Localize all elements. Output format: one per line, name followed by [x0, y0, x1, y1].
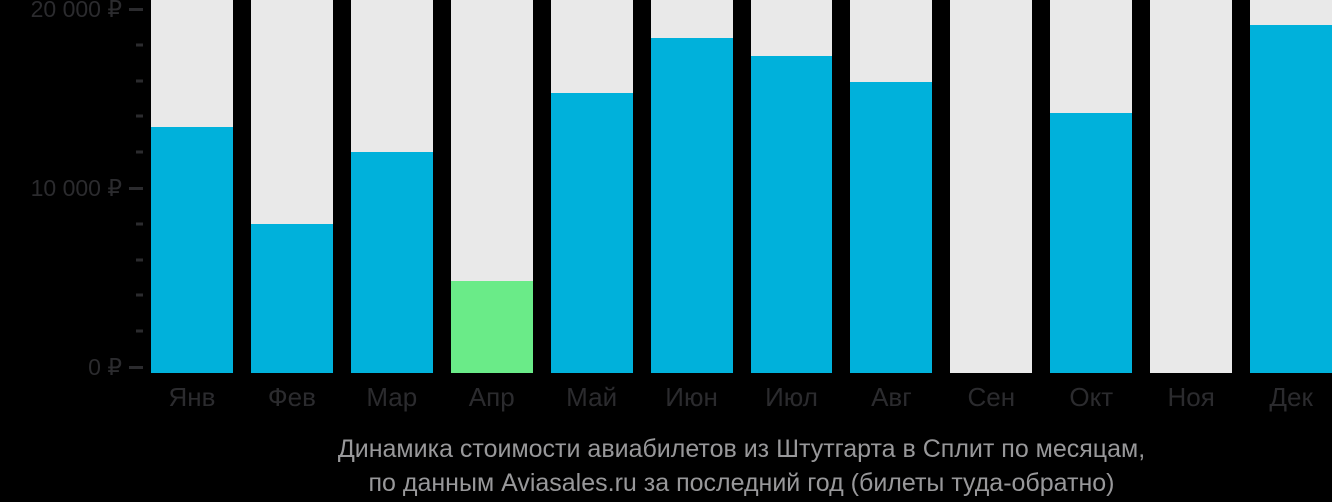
bar-column — [350, 0, 433, 373]
price-bar-highlighted[interactable] — [450, 281, 533, 373]
y-minor-tick-mark — [136, 222, 143, 226]
x-axis-label-jul: Июл — [765, 382, 818, 412]
x-axis-label-aug: Авг — [871, 382, 912, 412]
x-axis: Янв Фев Мар Апр Май Июн Июл Авг Сен Окт … — [151, 382, 1332, 412]
chart-subtitle: по данным Aviasales.ru за последний год … — [368, 469, 1115, 497]
bar-column — [1050, 0, 1133, 373]
y-axis: 20 000 ₽ 10 000 ₽ 0 ₽ — [0, 0, 151, 380]
y-minor-tick-mark — [136, 293, 143, 297]
bar-column — [850, 0, 933, 373]
x-axis-label-dec: Дек — [1269, 382, 1313, 412]
y-minor-tick-mark — [136, 114, 143, 118]
y-tick-20000: 20 000 ₽ — [31, 0, 143, 22]
x-axis-label-jan: Янв — [168, 382, 216, 412]
bar-column — [151, 0, 233, 373]
y-tick-label: 10 000 ₽ — [30, 175, 122, 201]
y-minor-tick-mark — [136, 79, 143, 83]
bar-column — [1250, 0, 1332, 373]
price-bar[interactable] — [350, 152, 433, 373]
y-tick-mark — [129, 365, 143, 369]
price-bar[interactable] — [151, 127, 233, 373]
chart-title: Динамика стоимости авиабилетов из Штутга… — [337, 435, 1146, 463]
chart-title-block: Динамика стоимости авиабилетов из Штутга… — [151, 432, 1332, 500]
plot-area — [151, 0, 1332, 373]
bar-column — [750, 0, 833, 373]
x-axis-label-may: Май — [566, 382, 618, 412]
y-tick-label: 20 000 ₽ — [30, 0, 122, 22]
y-minor-tick-mark — [136, 43, 143, 47]
y-tick-0: 0 ₽ — [88, 354, 143, 380]
y-tick-label: 0 ₽ — [88, 354, 122, 380]
y-minor-tick-mark — [136, 329, 143, 333]
x-axis-label-nov: Ноя — [1167, 382, 1215, 412]
y-tick-10000: 10 000 ₽ — [31, 175, 143, 201]
price-bar[interactable] — [650, 37, 733, 373]
x-axis-label-feb: Фев — [267, 382, 316, 412]
price-bar[interactable] — [850, 82, 933, 373]
x-axis-label-sep: Сен — [967, 382, 1016, 412]
bar-column — [650, 0, 733, 373]
bar-column — [250, 0, 333, 373]
x-axis-label-mar: Мар — [366, 382, 418, 412]
bar-column — [550, 0, 633, 373]
bar-column — [950, 0, 1033, 373]
price-bar[interactable] — [1250, 25, 1332, 373]
x-axis-label-oct: Окт — [1069, 382, 1114, 412]
y-tick-mark — [129, 7, 143, 11]
price-bar[interactable] — [550, 93, 633, 373]
y-minor-tick-mark — [136, 258, 143, 262]
y-minor-tick-mark — [136, 150, 143, 154]
price-bar[interactable] — [250, 223, 333, 373]
x-axis-label-apr: Апр — [468, 382, 515, 412]
bar-column — [450, 0, 533, 373]
y-tick-mark — [129, 186, 143, 190]
x-axis-label-jun: Июн — [665, 382, 718, 412]
price-bar[interactable] — [750, 55, 833, 373]
price-bar[interactable] — [1050, 112, 1133, 373]
bar-column — [1150, 0, 1233, 373]
